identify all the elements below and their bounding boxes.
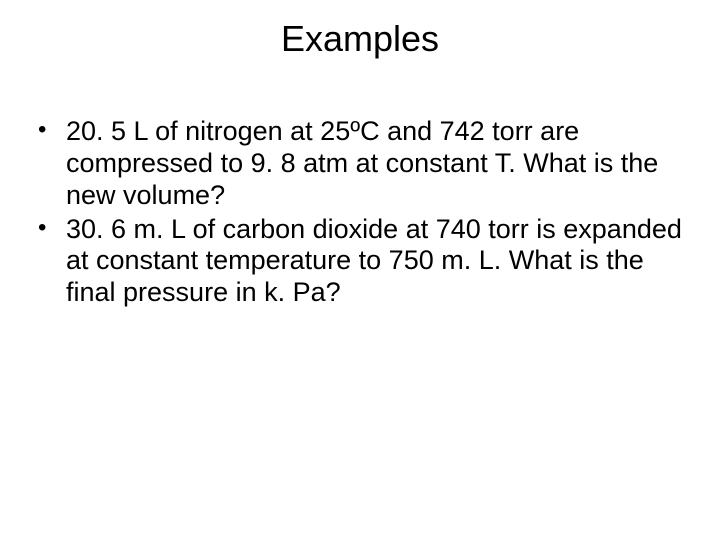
bullet-list: 20. 5 L of nitrogen at 25ºC and 742 torr… — [30, 116, 690, 309]
list-item: 20. 5 L of nitrogen at 25ºC and 742 torr… — [30, 116, 690, 212]
slide-title: Examples — [30, 18, 690, 60]
list-item: 30. 6 m. L of carbon dioxide at 740 torr… — [30, 214, 690, 310]
